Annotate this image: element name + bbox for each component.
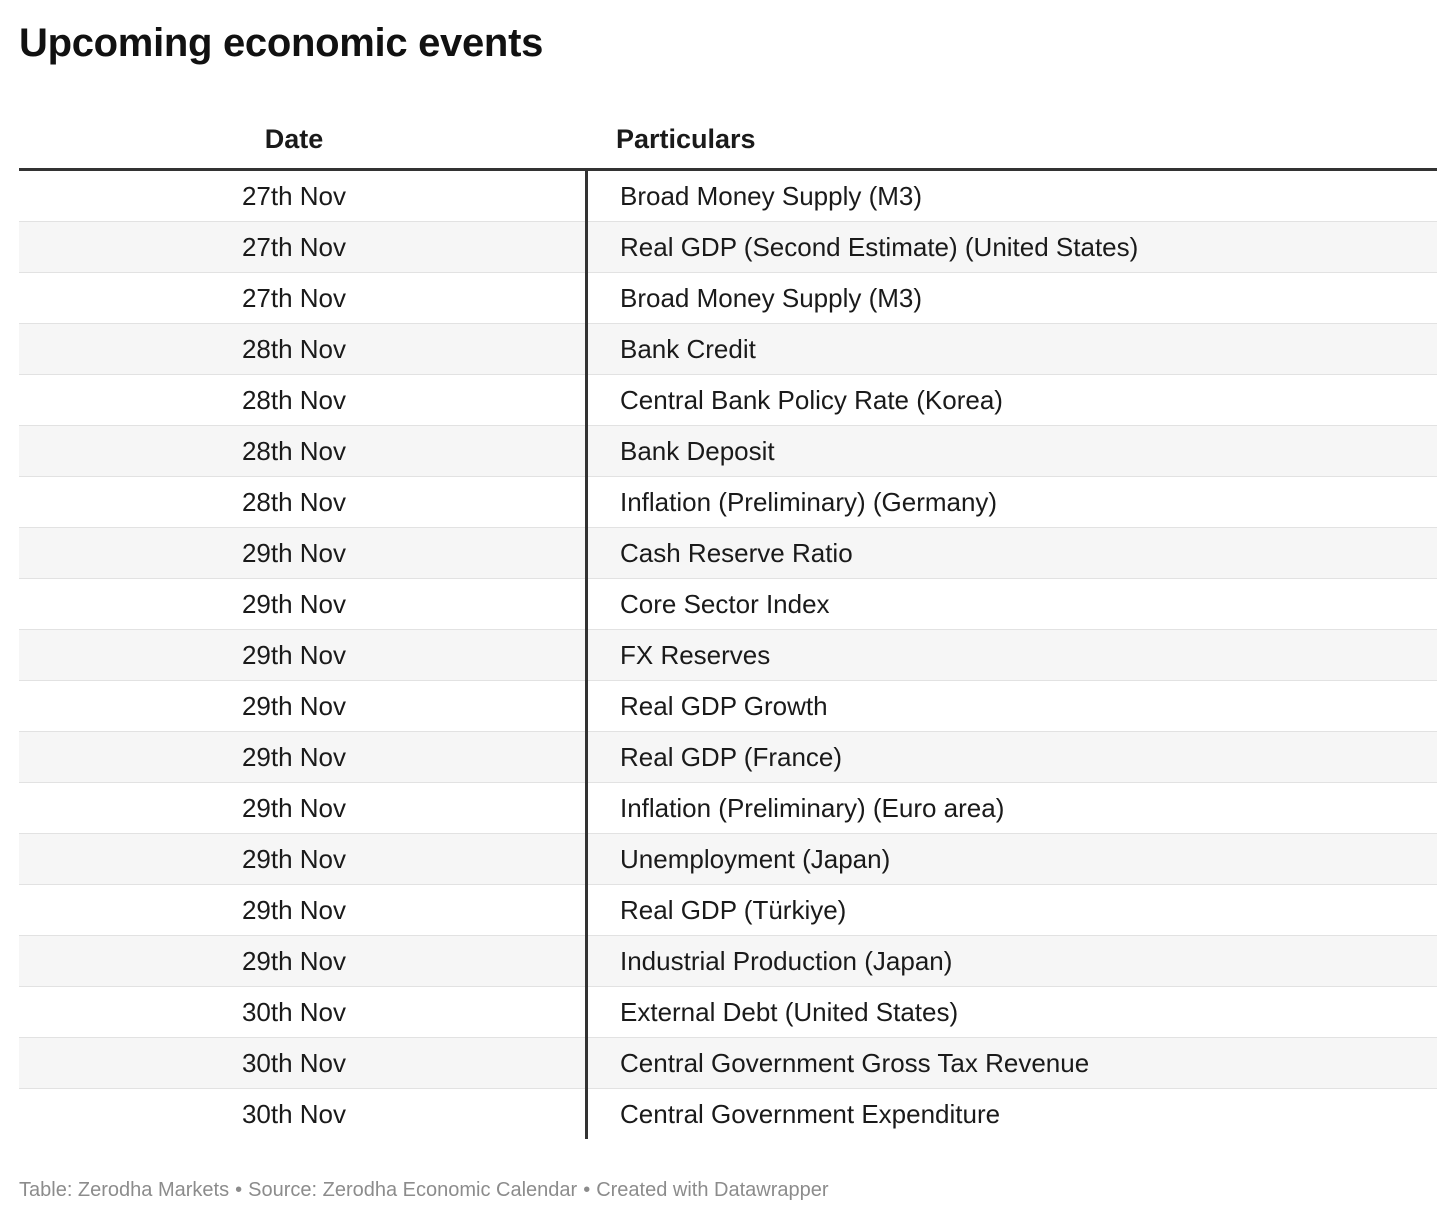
- cell-date: 30th Nov: [241, 996, 347, 1027]
- cell-date: 28th Nov: [241, 486, 347, 517]
- cell-date: 30th Nov: [241, 1047, 347, 1078]
- cell-date: 29th Nov: [241, 639, 347, 670]
- table-row: 30th Nov Central Government Expenditure: [19, 1089, 1437, 1139]
- table-body: 27th Nov Broad Money Supply (M3) 27th Nov R…: [19, 171, 1437, 1139]
- cell-particulars: Real GDP Growth: [620, 690, 828, 721]
- cell-particulars: Unemployment (Japan): [620, 843, 891, 874]
- cell-particulars: Industrial Production (Japan): [620, 945, 953, 976]
- cell-date: 29th Nov: [241, 894, 347, 925]
- cell-date: 28th Nov: [241, 333, 347, 364]
- table-footer: Table: Zerodha Markets • Source: Zerodha E…: [19, 1177, 829, 1203]
- cell-date: 30th Nov: [241, 1098, 347, 1129]
- cell-date: 29th Nov: [241, 792, 347, 823]
- events-table: Date Particulars 27th Nov Broad Money Sup…: [19, 110, 1437, 1139]
- cell-particulars: External Debt (United States): [620, 996, 959, 1027]
- cell-date: 29th Nov: [241, 588, 347, 619]
- cell-date: 29th Nov: [241, 741, 347, 772]
- cell-particulars: Bank Deposit: [620, 435, 775, 466]
- footer-table-credit: Table: Zerodha Markets: [19, 1179, 230, 1201]
- footer-source: Source: Zerodha Economic Calendar: [248, 1179, 578, 1201]
- table-row: 28th Nov Bank Deposit: [19, 426, 1437, 477]
- cell-particulars: Real GDP (France): [620, 741, 843, 772]
- cell-date: 27th Nov: [241, 180, 347, 211]
- column-header-date: Date: [264, 123, 324, 154]
- cell-particulars: Real GDP (Second Estimate) (United State…: [620, 231, 1139, 262]
- cell-date: 29th Nov: [241, 945, 347, 976]
- cell-particulars: Real GDP (Türkiye): [620, 894, 847, 925]
- cell-date: 28th Nov: [241, 384, 347, 415]
- column-header-particulars: Particulars: [616, 123, 756, 154]
- table-row: 29th Nov Inflation (Preliminary) (Euro ar…: [19, 783, 1437, 834]
- table-row: 30th Nov Central Government Gross Tax Rev…: [19, 1038, 1437, 1089]
- table-row: 28th Nov Inflation (Preliminary) (Germany…: [19, 477, 1437, 528]
- cell-particulars: Bank Credit: [620, 333, 756, 364]
- cell-date: 28th Nov: [241, 435, 347, 466]
- table-row: 29th Nov Real GDP (Türkiye): [19, 885, 1437, 936]
- cell-date: 27th Nov: [241, 282, 347, 313]
- table-row: 30th Nov External Debt (United States): [19, 987, 1437, 1038]
- table-row: 29th Nov Cash Reserve Ratio: [19, 528, 1437, 579]
- cell-date: 29th Nov: [241, 843, 347, 874]
- cell-date: 29th Nov: [241, 537, 347, 568]
- table-row: 28th Nov Bank Credit: [19, 324, 1437, 375]
- column-divider: [585, 171, 588, 1139]
- cell-particulars: Central Government Expenditure: [620, 1098, 1001, 1129]
- table-row: 29th Nov Industrial Production (Japan): [19, 936, 1437, 987]
- table-row: 27th Nov Broad Money Supply (M3): [19, 171, 1437, 222]
- table-title: Upcoming economic events: [19, 21, 544, 65]
- footer-created-with: Created with Datawrapper: [596, 1179, 829, 1201]
- table-row: 29th Nov Unemployment (Japan): [19, 834, 1437, 885]
- cell-particulars: FX Reserves: [620, 639, 771, 670]
- cell-particulars: Core Sector Index: [620, 588, 830, 619]
- table-header: Date Particulars: [19, 110, 1437, 171]
- table-row: 29th Nov Real GDP Growth: [19, 681, 1437, 732]
- footer-separator: •: [583, 1179, 591, 1201]
- table-row: 28th Nov Central Bank Policy Rate (Korea): [19, 375, 1437, 426]
- cell-date: 29th Nov: [241, 690, 347, 721]
- cell-particulars: Broad Money Supply (M3): [620, 282, 923, 313]
- table-row: 29th Nov Real GDP (France): [19, 732, 1437, 783]
- cell-date: 27th Nov: [241, 231, 347, 262]
- cell-particulars: Inflation (Preliminary) (Germany): [620, 486, 998, 517]
- table-row: 27th Nov Real GDP (Second Estimate) (Unit…: [19, 222, 1437, 273]
- table-row: 29th Nov Core Sector Index: [19, 579, 1437, 630]
- cell-particulars: Central Government Gross Tax Revenue: [620, 1047, 1090, 1078]
- cell-particulars: Central Bank Policy Rate (Korea): [620, 384, 1003, 415]
- footer-separator: •: [235, 1179, 243, 1201]
- cell-particulars: Broad Money Supply (M3): [620, 180, 923, 211]
- cell-particulars: Cash Reserve Ratio: [620, 537, 853, 568]
- cell-particulars: Inflation (Preliminary) (Euro area): [620, 792, 1005, 823]
- table-row: 29th Nov FX Reserves: [19, 630, 1437, 681]
- table-row: 27th Nov Broad Money Supply (M3): [19, 273, 1437, 324]
